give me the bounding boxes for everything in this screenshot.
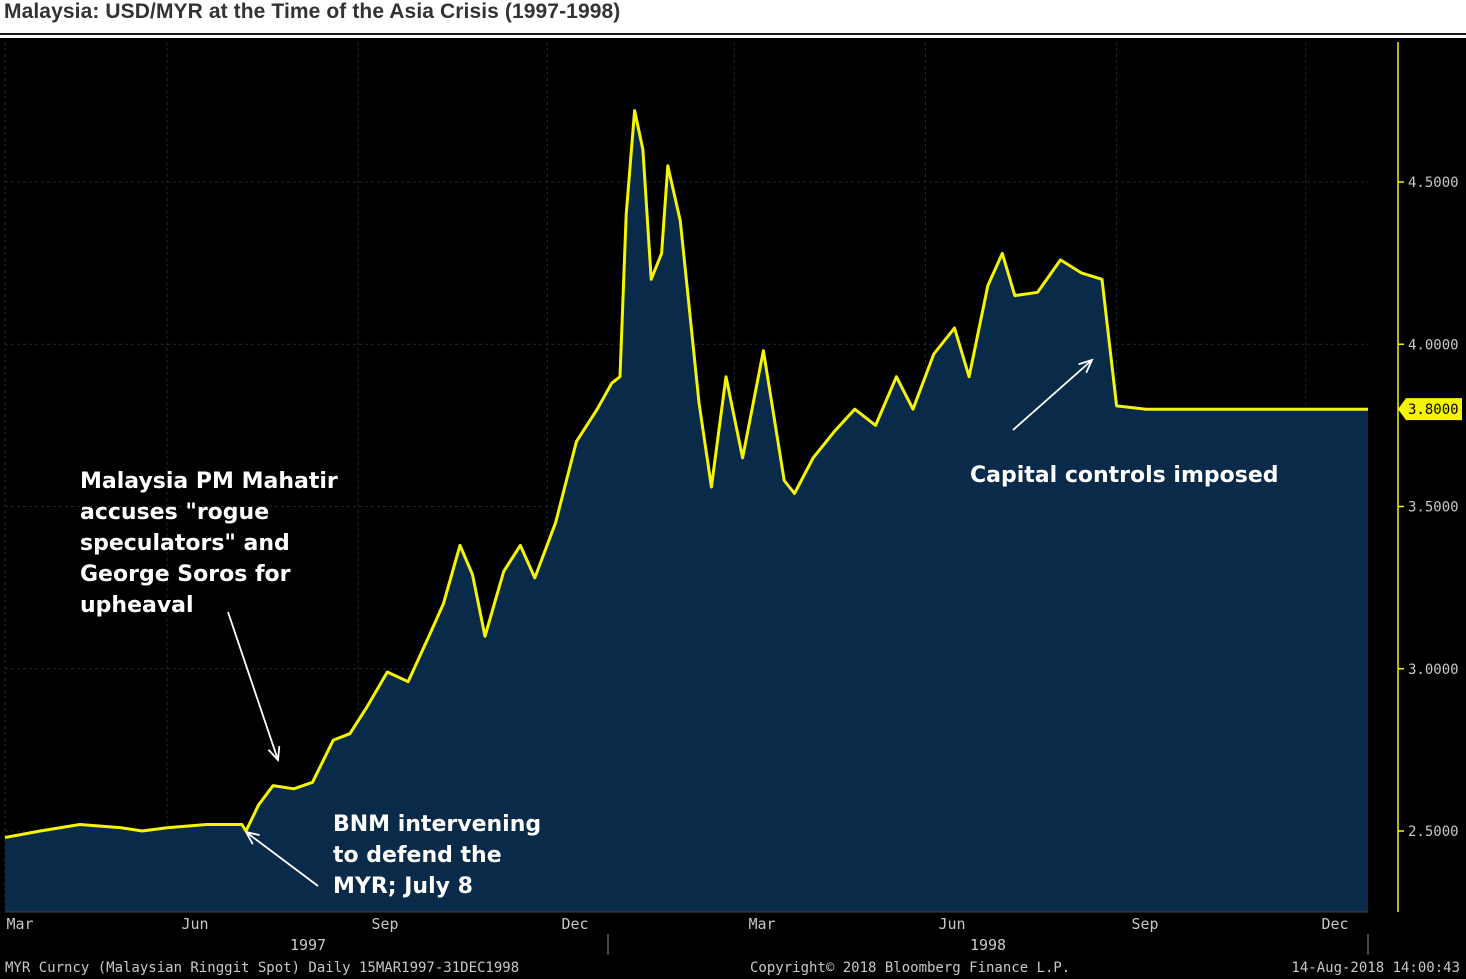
footer: MYR Curncy (Malaysian Ringgit Spot) Dail… [5,960,1460,976]
x-year-label: 1998 [970,936,1006,954]
arrow-bnm-head [244,830,260,845]
x-tick-label: Mar [748,915,775,933]
annotation-line: speculators" and [80,531,290,556]
footer-left: MYR Curncy (Malaysian Ringgit Spot) Dail… [5,960,519,976]
annotation-mahatir: Malaysia PM Mahatir accuses "rogue specula… [80,469,338,618]
y-tick-label: 3.5000 [1408,500,1459,516]
x-year-label: 1997 [290,936,326,954]
annotation-line: George Soros for [80,562,291,587]
x-tick-label: Jun [181,915,208,933]
y-tick-label: 4.0000 [1408,337,1459,353]
title-divider [0,33,1466,35]
arrow-controls [1012,359,1093,431]
arrow-mahatir [227,611,279,761]
x-tick-label: Dec [561,915,588,933]
arrow-mahatir-head [267,745,281,763]
y-tick-label: 2.5000 [1408,824,1459,840]
annotation-bnm: BNM intervening to defend the MYR; July 8 [333,812,541,899]
annotation-line: Capital controls imposed [970,463,1279,488]
annotation-line: accuses "rogue [80,500,269,525]
annotation-controls: Capital controls imposed [970,463,1279,488]
arrow-bnm [245,831,319,887]
x-axis: Mar Jun Sep Dec Mar Jun Sep Dec 1997 1998 [5,911,1369,955]
annotations: Malaysia PM Mahatir accuses "rogue specula… [80,358,1279,899]
x-tick-label: Dec [1321,915,1348,933]
y-axis: 4.5000 4.0000 3.5000 3.0000 2.5000 3.8000 [1397,42,1462,912]
x-tick-label: Mar [6,915,33,933]
x-tick-label: Sep [1131,915,1158,933]
x-tick-label: Jun [938,915,965,933]
arrow-controls-head [1078,358,1094,374]
last-value-label: 3.8000 [1408,402,1459,418]
footer-center: Copyright© 2018 Bloomberg Finance L.P. [750,960,1070,976]
footer-right: 14-Aug-2018 14:00:43 [1291,960,1460,976]
series-line [4,109,1368,839]
annotation-line: upheaval [80,593,194,618]
annotation-line: BNM intervening [333,812,541,837]
last-value-badge [1398,398,1462,421]
y-tick-label: 3.0000 [1408,662,1459,678]
annotation-line: MYR; July 8 [333,874,473,899]
x-tick-label: Sep [371,915,398,933]
series-area [5,110,1368,913]
annotation-line: to defend the [333,843,502,868]
annotation-line: Malaysia PM Mahatir [80,469,338,494]
y-tick-label: 4.5000 [1408,175,1459,191]
page-title: Malaysia: USD/MYR at the Time of the Asi… [4,0,621,23]
